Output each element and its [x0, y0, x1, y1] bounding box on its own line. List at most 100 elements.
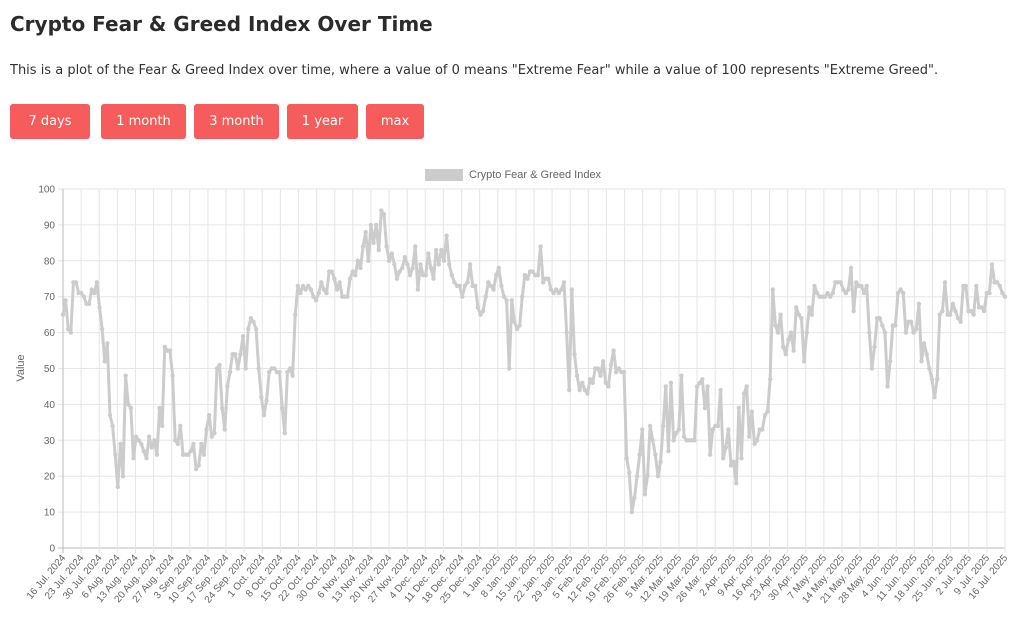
data-point[interactable] — [799, 316, 804, 321]
data-point[interactable] — [517, 323, 522, 328]
data-point[interactable] — [444, 233, 449, 238]
data-point[interactable] — [754, 438, 760, 443]
data-point[interactable] — [752, 441, 757, 447]
data-point[interactable] — [102, 359, 107, 364]
data-point[interactable] — [473, 283, 478, 289]
data-point[interactable] — [919, 359, 924, 364]
data-point[interactable] — [841, 287, 846, 292]
data-point[interactable] — [901, 290, 906, 296]
data-point[interactable] — [668, 380, 674, 386]
data-point[interactable] — [478, 312, 483, 317]
data-point[interactable] — [937, 312, 942, 317]
data-point[interactable] — [767, 377, 773, 382]
data-point[interactable] — [600, 359, 606, 364]
data-point[interactable] — [955, 316, 961, 321]
data-point[interactable] — [640, 427, 645, 432]
data-point[interactable] — [131, 456, 136, 461]
data-point[interactable] — [493, 272, 499, 278]
data-point[interactable] — [86, 301, 92, 307]
data-point[interactable] — [825, 290, 830, 296]
data-point[interactable] — [556, 290, 561, 296]
data-point[interactable] — [321, 287, 327, 292]
data-point[interactable] — [410, 265, 415, 271]
data-point[interactable] — [778, 312, 783, 317]
data-point[interactable] — [723, 445, 728, 450]
data-point[interactable] — [488, 283, 494, 289]
data-point[interactable] — [345, 294, 350, 299]
data-point[interactable] — [718, 387, 723, 393]
data-point[interactable] — [308, 287, 314, 292]
data-point[interactable] — [384, 244, 389, 249]
data-point[interactable] — [496, 265, 501, 271]
data-point[interactable] — [243, 366, 248, 371]
data-point[interactable] — [791, 348, 796, 353]
data-point[interactable] — [162, 344, 167, 350]
data-point[interactable] — [475, 305, 481, 310]
data-point[interactable] — [872, 344, 877, 350]
data-point[interactable] — [462, 283, 468, 289]
data-point[interactable] — [514, 326, 520, 332]
data-point[interactable] — [851, 308, 856, 314]
data-point[interactable] — [175, 441, 181, 447]
data-point[interactable] — [590, 380, 595, 386]
data-point[interactable] — [266, 369, 272, 375]
data-point[interactable] — [282, 430, 287, 436]
data-point[interactable] — [621, 369, 627, 375]
data-point[interactable] — [812, 283, 817, 289]
data-point[interactable] — [360, 244, 366, 249]
data-point[interactable] — [580, 380, 585, 386]
data-point[interactable] — [118, 441, 123, 447]
data-point[interactable] — [115, 484, 121, 490]
data-point[interactable] — [895, 290, 901, 296]
data-point[interactable] — [446, 262, 452, 267]
data-point[interactable] — [499, 283, 504, 289]
data-point[interactable] — [486, 280, 491, 285]
data-point[interactable] — [585, 391, 590, 396]
data-point[interactable] — [452, 280, 457, 285]
data-point[interactable] — [355, 258, 361, 263]
data-point[interactable] — [676, 427, 682, 432]
data-point[interactable] — [227, 369, 233, 375]
data-point[interactable] — [786, 337, 791, 342]
data-point[interactable] — [154, 452, 160, 457]
data-point[interactable] — [564, 330, 569, 335]
data-point[interactable] — [373, 222, 379, 228]
data-point[interactable] — [480, 308, 486, 314]
data-point[interactable] — [110, 423, 115, 429]
data-point[interactable] — [407, 272, 413, 278]
data-point[interactable] — [279, 405, 285, 411]
data-point[interactable] — [987, 290, 992, 296]
data-point[interactable] — [979, 305, 984, 310]
data-point[interactable] — [650, 438, 655, 443]
data-point[interactable] — [846, 287, 851, 292]
data-point[interactable] — [697, 380, 702, 386]
data-point[interactable] — [932, 395, 937, 400]
data-point[interactable] — [624, 456, 629, 461]
data-point[interactable] — [577, 387, 582, 393]
data-point[interactable] — [867, 330, 872, 335]
data-point[interactable] — [240, 333, 246, 339]
data-point[interactable] — [627, 470, 632, 475]
data-point[interactable] — [692, 438, 697, 443]
range-max-button[interactable]: max — [366, 104, 424, 139]
data-point[interactable] — [606, 384, 611, 389]
data-point[interactable] — [869, 366, 875, 371]
data-point[interactable] — [540, 280, 546, 285]
data-point[interactable] — [801, 359, 807, 364]
data-point[interactable] — [551, 290, 556, 296]
data-point[interactable] — [720, 456, 726, 461]
data-point[interactable] — [958, 319, 963, 325]
data-point[interactable] — [994, 280, 1000, 285]
data-point[interactable] — [311, 294, 316, 299]
data-point[interactable] — [838, 280, 843, 285]
data-point[interactable] — [861, 290, 867, 296]
data-point[interactable] — [940, 308, 945, 314]
data-point[interactable] — [415, 287, 421, 292]
data-point[interactable] — [441, 258, 447, 263]
data-point[interactable] — [306, 283, 311, 289]
data-point[interactable] — [358, 265, 363, 271]
data-point[interactable] — [611, 348, 616, 353]
data-point[interactable] — [666, 448, 671, 454]
data-point[interactable] — [567, 387, 572, 393]
data-point[interactable] — [903, 330, 909, 335]
